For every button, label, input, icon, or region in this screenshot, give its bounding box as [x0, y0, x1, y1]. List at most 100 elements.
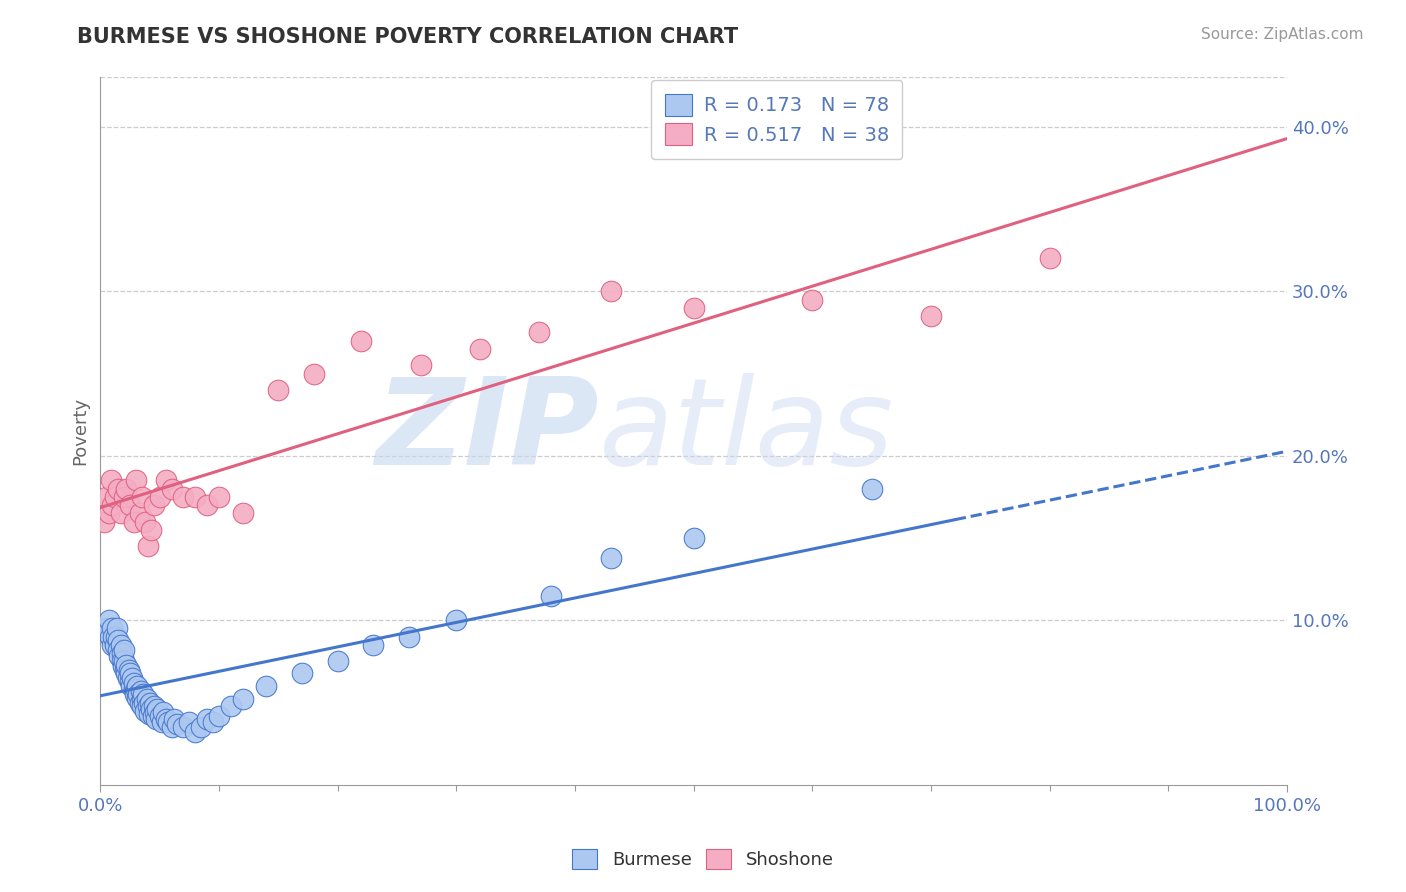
Point — [105, 622, 128, 636]
Point — [166, 717, 188, 731]
Text: Source: ZipAtlas.com: Source: ZipAtlas.com — [1201, 27, 1364, 42]
Point — [93, 515, 115, 529]
Point — [112, 643, 135, 657]
Point — [599, 285, 621, 299]
Point — [122, 515, 145, 529]
Point — [141, 523, 163, 537]
Point — [110, 638, 132, 652]
Point — [122, 682, 145, 697]
Legend: Burmese, Shoshone: Burmese, Shoshone — [562, 839, 844, 879]
Point — [143, 706, 166, 720]
Point — [232, 692, 254, 706]
Point — [117, 671, 139, 685]
Point — [134, 515, 156, 529]
Point — [195, 712, 218, 726]
Text: BURMESE VS SHOSHONE POVERTY CORRELATION CHART: BURMESE VS SHOSHONE POVERTY CORRELATION … — [77, 27, 738, 46]
Point — [184, 490, 207, 504]
Point — [115, 657, 138, 672]
Point — [120, 679, 142, 693]
Point — [256, 679, 278, 693]
Point — [107, 643, 129, 657]
Point — [150, 715, 173, 730]
Point — [96, 622, 118, 636]
Point — [111, 659, 134, 673]
Point — [136, 539, 159, 553]
Point — [107, 632, 129, 647]
Point — [103, 630, 125, 644]
Point — [141, 702, 163, 716]
Point — [127, 679, 149, 693]
Point — [134, 696, 156, 710]
Point — [468, 342, 491, 356]
Point — [135, 692, 157, 706]
Point — [363, 638, 385, 652]
Point — [136, 698, 159, 713]
Point — [96, 490, 118, 504]
Point — [179, 715, 201, 730]
Point — [121, 671, 143, 685]
Point — [125, 682, 148, 697]
Point — [208, 490, 231, 504]
Point — [108, 649, 131, 664]
Point — [100, 474, 122, 488]
Point — [101, 638, 124, 652]
Legend: R = 0.173   N = 78, R = 0.517   N = 38: R = 0.173 N = 78, R = 0.517 N = 38 — [651, 80, 903, 159]
Point — [142, 708, 165, 723]
Point — [104, 630, 127, 644]
Point — [115, 482, 138, 496]
Point — [801, 293, 824, 307]
Point — [111, 646, 134, 660]
Point — [128, 696, 150, 710]
Point — [350, 334, 373, 348]
Point — [599, 550, 621, 565]
Point — [172, 720, 194, 734]
Point — [104, 490, 127, 504]
Point — [920, 309, 942, 323]
Point — [326, 654, 349, 668]
Point — [172, 490, 194, 504]
Point — [302, 367, 325, 381]
Point — [1039, 252, 1062, 266]
Point — [112, 654, 135, 668]
Point — [142, 498, 165, 512]
Point — [127, 687, 149, 701]
Point — [122, 675, 145, 690]
Point — [104, 638, 127, 652]
Point — [142, 698, 165, 713]
Point — [267, 383, 290, 397]
Point — [145, 712, 167, 726]
Point — [219, 698, 242, 713]
Point — [682, 301, 704, 315]
Point — [101, 498, 124, 512]
Point — [195, 498, 218, 512]
Point — [131, 698, 153, 713]
Y-axis label: Poverty: Poverty — [72, 397, 89, 465]
Point — [155, 474, 177, 488]
Point — [107, 482, 129, 496]
Point — [190, 720, 212, 734]
Point — [409, 359, 432, 373]
Point — [529, 326, 551, 340]
Point — [115, 665, 138, 680]
Point — [111, 654, 134, 668]
Point — [146, 702, 169, 716]
Point — [398, 630, 420, 644]
Point — [184, 725, 207, 739]
Point — [101, 622, 124, 636]
Point — [131, 490, 153, 504]
Point — [127, 690, 149, 705]
Point — [163, 712, 186, 726]
Point — [118, 674, 141, 689]
Point — [291, 665, 314, 680]
Point — [860, 482, 883, 496]
Point — [155, 712, 177, 726]
Point — [149, 490, 172, 504]
Point — [118, 498, 141, 512]
Point — [131, 692, 153, 706]
Point — [125, 474, 148, 488]
Point — [129, 684, 152, 698]
Point — [446, 613, 468, 627]
Point — [118, 663, 141, 677]
Point — [128, 506, 150, 520]
Point — [112, 490, 135, 504]
